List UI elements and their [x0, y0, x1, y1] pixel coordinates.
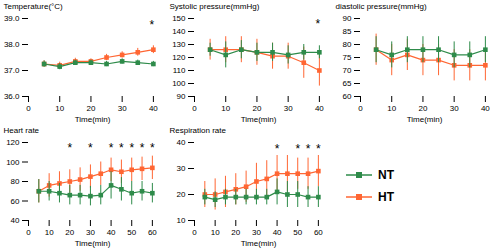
svg-text:60: 60: [343, 92, 352, 101]
svg-text:40: 40: [177, 138, 186, 147]
svg-text:Heart rate: Heart rate: [4, 126, 40, 135]
svg-text:100: 100: [172, 79, 186, 88]
svg-text:60: 60: [314, 228, 323, 237]
svg-text:0: 0: [192, 228, 197, 237]
svg-text:70: 70: [343, 66, 352, 75]
svg-text:*: *: [316, 142, 321, 156]
svg-text:40: 40: [107, 228, 116, 237]
svg-text:*: *: [140, 141, 145, 155]
svg-text:40: 40: [273, 228, 282, 237]
svg-text:*: *: [149, 18, 154, 32]
svg-text:80: 80: [343, 40, 352, 49]
svg-text:0: 0: [26, 228, 31, 237]
svg-text:Time(min): Time(min): [241, 115, 277, 124]
svg-text:Time(min): Time(min): [407, 115, 443, 124]
svg-text:37.0: 37.0: [4, 66, 20, 75]
svg-text:120: 120: [6, 138, 20, 147]
svg-text:Temperature(°C): Temperature(°C): [4, 2, 64, 11]
svg-text:Time(min): Time(min): [75, 239, 111, 248]
svg-text:20: 20: [65, 228, 74, 237]
svg-text:130: 130: [172, 40, 186, 49]
svg-text:*: *: [150, 141, 155, 155]
svg-text:0: 0: [26, 104, 31, 113]
svg-text:Respiration rate: Respiration rate: [170, 126, 227, 135]
svg-text:20: 20: [177, 190, 186, 199]
svg-text:0: 0: [358, 104, 363, 113]
svg-text:20: 20: [252, 104, 261, 113]
svg-text:85: 85: [343, 27, 352, 36]
svg-text:65: 65: [343, 79, 352, 88]
svg-text:*: *: [67, 141, 72, 155]
svg-text:30: 30: [118, 104, 127, 113]
svg-text:40: 40: [315, 104, 324, 113]
svg-text:10: 10: [211, 228, 220, 237]
svg-text:60: 60: [11, 197, 20, 206]
svg-text:30: 30: [450, 104, 459, 113]
svg-text:10: 10: [387, 104, 396, 113]
svg-text:75: 75: [343, 53, 352, 62]
svg-text:30: 30: [177, 164, 186, 173]
svg-text:Systolic pressure(mmHg): Systolic pressure(mmHg): [170, 2, 260, 11]
svg-text:*: *: [119, 141, 124, 155]
svg-text:50: 50: [293, 228, 302, 237]
svg-text:100: 100: [6, 158, 20, 167]
svg-text:Time(min): Time(min): [241, 239, 277, 248]
svg-text:*: *: [295, 142, 300, 156]
svg-text:110: 110: [173, 66, 186, 75]
svg-text:50: 50: [127, 228, 136, 237]
svg-text:10: 10: [221, 104, 230, 113]
svg-text:30: 30: [284, 104, 293, 113]
svg-text:30: 30: [86, 228, 95, 237]
svg-text:120: 120: [172, 53, 186, 62]
svg-text:30: 30: [252, 228, 261, 237]
svg-text:60: 60: [148, 228, 157, 237]
html-text:HT: HT: [378, 190, 394, 204]
svg-text:*: *: [109, 141, 114, 155]
svg-text:10: 10: [55, 104, 64, 113]
svg-text:*: *: [306, 142, 311, 156]
svg-text:40: 40: [11, 216, 20, 225]
svg-text:10: 10: [177, 216, 186, 225]
svg-text:36.0: 36.0: [4, 92, 20, 101]
svg-text:diastolic pressure(mmHg): diastolic pressure(mmHg): [336, 2, 427, 11]
svg-text:40: 40: [481, 104, 490, 113]
svg-text:20: 20: [86, 104, 95, 113]
svg-text:*: *: [315, 17, 320, 31]
svg-text:Time(min): Time(min): [75, 115, 111, 124]
svg-text:*: *: [275, 142, 280, 156]
svg-text:80: 80: [11, 177, 20, 186]
svg-text:38.0: 38.0: [4, 40, 20, 49]
svg-text:90: 90: [343, 14, 352, 23]
svg-text:140: 140: [172, 27, 186, 36]
svg-text:20: 20: [418, 104, 427, 113]
svg-text:*: *: [88, 141, 93, 155]
svg-text:40: 40: [149, 104, 158, 113]
svg-text:39.0: 39.0: [4, 14, 20, 23]
svg-text:*: *: [129, 141, 134, 155]
svg-text:10: 10: [45, 228, 54, 237]
html-text:NT: NT: [378, 168, 394, 182]
svg-text:150: 150: [172, 14, 186, 23]
svg-text:20: 20: [231, 228, 240, 237]
svg-text:90: 90: [177, 92, 186, 101]
svg-text:0: 0: [192, 104, 197, 113]
